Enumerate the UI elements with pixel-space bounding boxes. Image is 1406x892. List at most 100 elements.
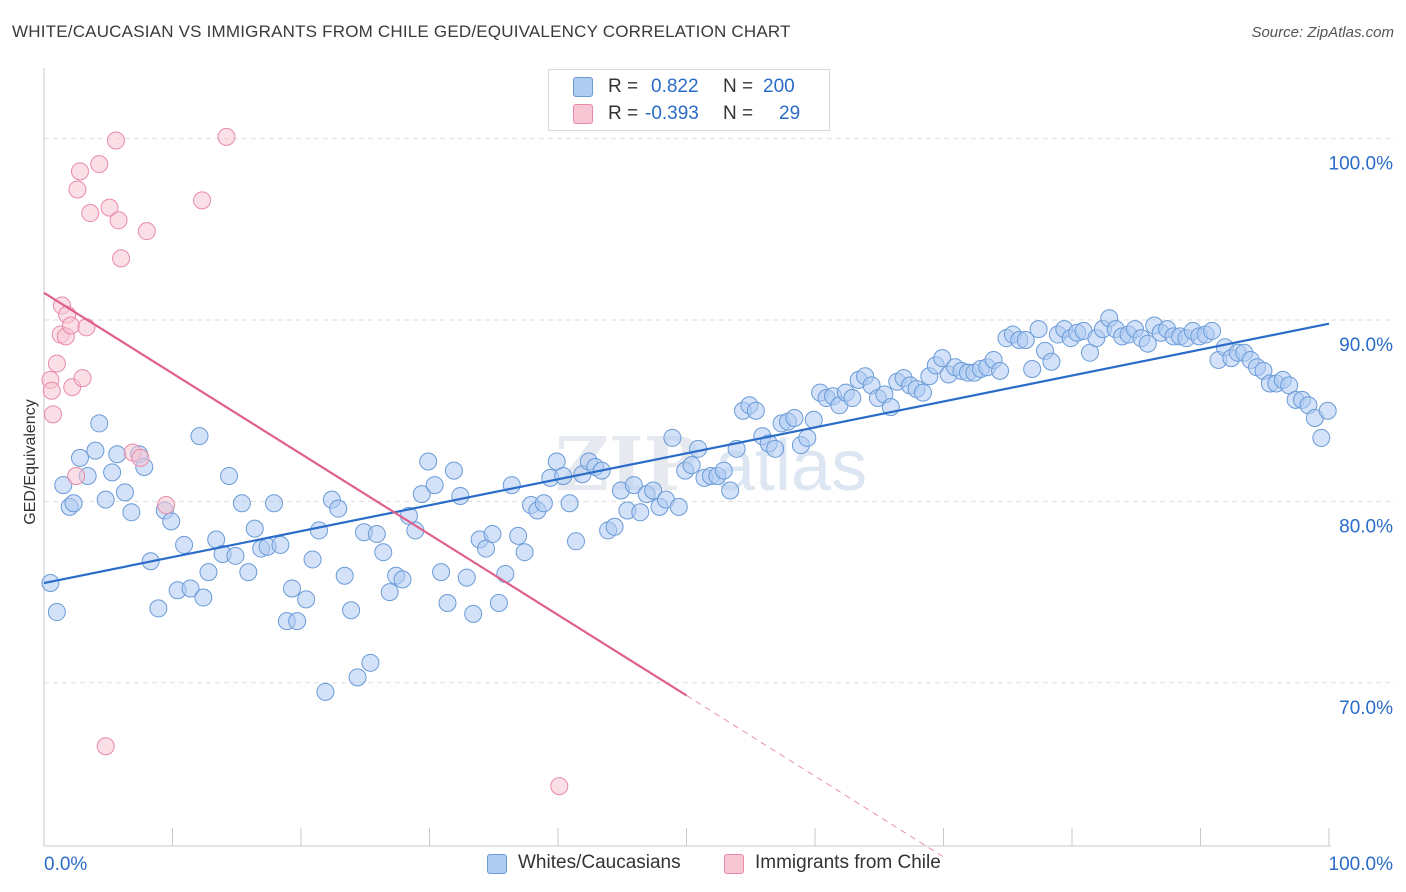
- y-axis-title: GED/Equivalency: [22, 399, 39, 524]
- legend-n-label: N =: [723, 76, 754, 97]
- data-point-whites: [502, 476, 521, 495]
- data-point-whites: [70, 448, 89, 467]
- data-point-chile: [217, 127, 236, 146]
- data-point-chile: [131, 448, 150, 467]
- data-point-whites: [297, 590, 316, 609]
- data-point-whites: [90, 414, 109, 433]
- data-point-whites: [489, 593, 508, 612]
- data-point-chile: [109, 211, 128, 230]
- data-point-whites: [303, 550, 322, 569]
- trend-line-chile: [43, 291, 688, 697]
- legend-n-label: N =: [723, 103, 754, 124]
- data-point-chile: [73, 369, 92, 388]
- y-tick-label: 100.0%: [1329, 154, 1394, 175]
- bottom-legend-swatch-chile: [724, 854, 744, 874]
- data-point-whites: [220, 467, 239, 486]
- data-point-whites: [245, 519, 264, 538]
- data-point-whites: [283, 579, 302, 598]
- data-point-whites: [194, 588, 213, 607]
- data-point-chile: [70, 162, 89, 181]
- data-point-whites: [348, 668, 367, 687]
- data-point-whites: [991, 361, 1010, 380]
- data-point-chile: [90, 155, 109, 174]
- data-point-chile: [43, 405, 62, 424]
- source-credit: Source: ZipAtlas.com: [1251, 24, 1394, 41]
- data-point-whites: [309, 521, 328, 540]
- data-point-whites: [438, 593, 457, 612]
- data-point-whites: [149, 599, 168, 618]
- data-point-whites: [425, 476, 444, 495]
- data-point-whites: [1203, 321, 1222, 340]
- y-tick-label: 80.0%: [1339, 516, 1393, 537]
- legend-n-value: 29: [779, 103, 801, 124]
- legend-swatch-chile: [573, 104, 593, 124]
- legend-r-label: R =: [608, 76, 639, 97]
- data-point-whites: [432, 563, 451, 582]
- correlation-legend: R = 0.822 N = 200 R = -0.393 N = 29: [548, 69, 830, 131]
- data-point-whites: [374, 543, 393, 562]
- legend-r-label: R =: [608, 103, 639, 124]
- data-point-whites: [1016, 330, 1035, 349]
- data-point-chile: [137, 222, 156, 241]
- data-point-whites: [566, 532, 585, 551]
- data-point-whites: [419, 452, 438, 471]
- data-point-whites: [682, 456, 701, 475]
- data-point-whites: [47, 603, 66, 622]
- data-point-whites: [265, 494, 284, 513]
- data-point-whites: [721, 481, 740, 500]
- data-point-whites: [798, 428, 817, 447]
- legend-r-value: -0.393: [645, 103, 699, 124]
- data-point-whites: [746, 401, 765, 420]
- data-point-chile: [112, 249, 131, 268]
- legend-n-value: 200: [763, 76, 795, 97]
- data-point-whites: [271, 535, 290, 554]
- data-point-whites: [103, 463, 122, 482]
- data-point-whites: [122, 503, 141, 522]
- data-point-chile: [42, 381, 61, 400]
- data-point-whites: [624, 476, 643, 495]
- data-point-chile: [100, 198, 119, 217]
- data-point-whites: [1023, 360, 1042, 379]
- data-point-whites: [1042, 352, 1061, 371]
- data-point-whites: [933, 349, 952, 368]
- data-point-whites: [175, 535, 194, 554]
- data-point-whites: [162, 512, 181, 531]
- data-point-whites: [1029, 320, 1048, 339]
- data-point-whites: [115, 483, 134, 502]
- bottom-legend-label-whites: Whites/Caucasians: [518, 852, 681, 873]
- data-point-chile: [550, 777, 569, 796]
- data-point-whites: [86, 441, 105, 460]
- data-point-whites: [96, 490, 115, 509]
- data-point-whites: [239, 563, 258, 582]
- data-point-whites: [457, 568, 476, 587]
- y-tick-label: 70.0%: [1339, 698, 1393, 719]
- data-point-whites: [54, 476, 73, 495]
- data-point-whites: [181, 579, 200, 598]
- trend-line-whites: [43, 322, 1330, 585]
- data-point-whites: [714, 461, 733, 480]
- data-point-whites: [226, 546, 245, 565]
- data-point-chile: [68, 180, 87, 199]
- data-point-chile: [81, 204, 100, 223]
- legend-r-value: 0.822: [651, 76, 699, 97]
- data-point-chile: [61, 316, 80, 335]
- data-point-whites: [631, 503, 650, 522]
- data-point-whites: [913, 383, 932, 402]
- data-point-whites: [464, 604, 483, 623]
- data-point-whites: [190, 427, 209, 446]
- data-point-chile: [67, 467, 86, 486]
- data-point-whites: [766, 439, 785, 458]
- data-point-whites: [64, 494, 83, 513]
- data-point-whites: [342, 601, 361, 620]
- data-point-whites: [515, 543, 534, 562]
- data-point-whites: [451, 486, 470, 505]
- data-point-chile: [157, 496, 176, 515]
- data-point-whites: [509, 526, 528, 545]
- data-point-whites: [605, 517, 624, 536]
- data-point-whites: [335, 566, 354, 585]
- data-point-chile: [193, 191, 212, 210]
- data-point-whites: [316, 682, 335, 701]
- x-tick-label-left: 0.0%: [44, 854, 87, 875]
- data-point-whites: [1312, 428, 1331, 447]
